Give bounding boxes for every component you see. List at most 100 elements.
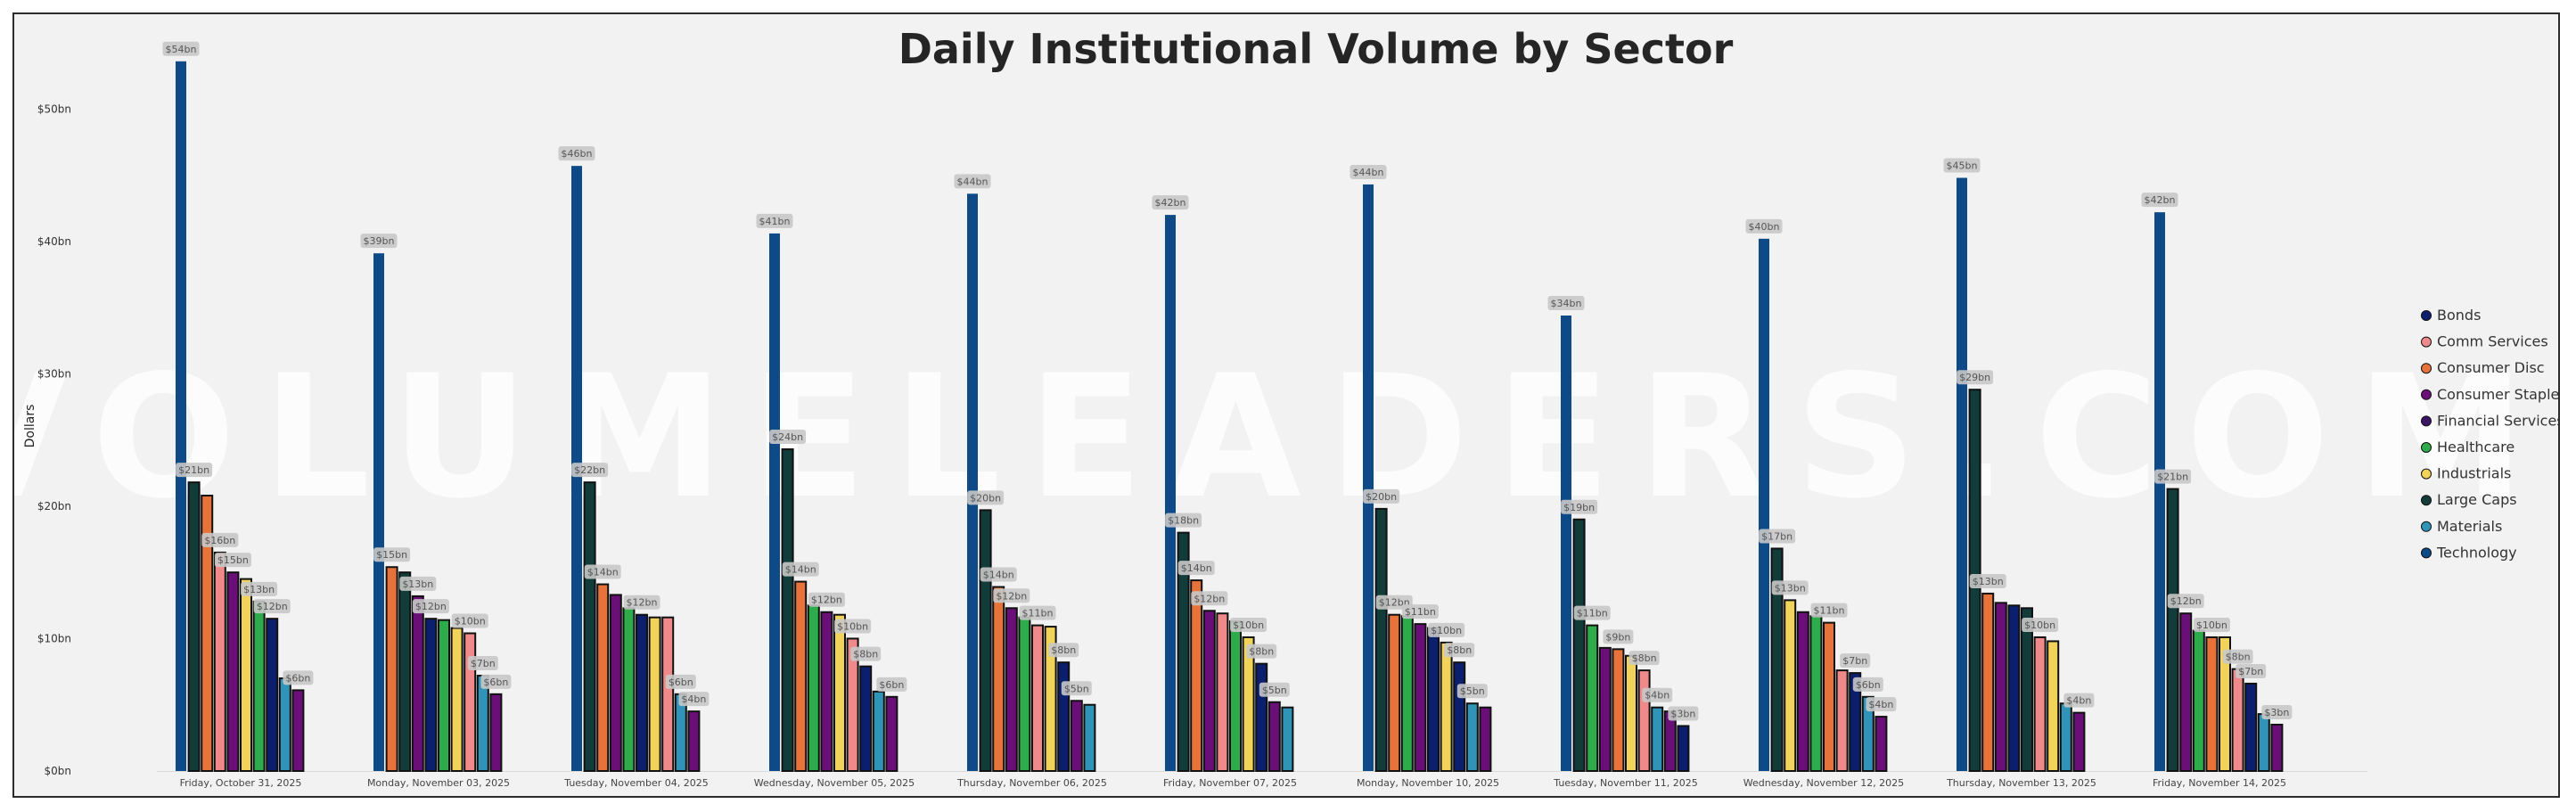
data-label: $6bn <box>483 677 508 688</box>
bar-industrials <box>1440 641 1453 772</box>
data-label-bg <box>756 213 793 228</box>
legend-item-financial-services[interactable]: Financial Services <box>2437 412 2558 429</box>
data-label-bg <box>678 692 710 707</box>
y-tick-label: $30bn <box>37 367 71 380</box>
bar-materials <box>278 677 291 773</box>
chart: VOLUMELEADERS.COM Daily Institutional Vo… <box>14 25 2558 789</box>
data-label-bg <box>2193 617 2230 632</box>
data-label-bg <box>1547 296 1585 311</box>
data-label: $7bn <box>1842 655 1867 667</box>
data-label-bg <box>1840 653 1871 668</box>
data-label-bg <box>467 656 498 671</box>
data-label-bg <box>399 576 437 591</box>
legend-marker <box>2421 389 2432 400</box>
bar-large-caps <box>781 448 794 772</box>
data-label: $3bn <box>1670 708 1695 719</box>
data-label: $7bn <box>471 658 496 669</box>
data-label-bg <box>1401 604 1439 619</box>
data-label: $16bn <box>204 535 235 546</box>
bar-consumer-disc <box>385 566 398 772</box>
chart-title: Daily Institutional Volume by Sector <box>898 25 1734 73</box>
bar-comm-services <box>464 632 477 773</box>
bar-large-caps <box>398 571 412 772</box>
legend-item-bonds[interactable]: Bonds <box>2437 307 2481 324</box>
data-label: $8bn <box>1447 644 1472 656</box>
bar-materials <box>1465 702 1479 772</box>
y-axis-label: Dollars <box>23 405 37 448</box>
bar-technology <box>967 193 978 772</box>
bar-consumer-staples <box>1598 646 1612 772</box>
data-label-bg <box>876 677 907 692</box>
x-tick-label: Wednesday, November 12, 2025 <box>1743 777 1904 789</box>
bar-bonds <box>1427 627 1440 773</box>
bar-consumer-disc <box>1823 621 1835 772</box>
bar-industrials <box>2047 640 2060 773</box>
data-label-bg <box>1428 622 1465 637</box>
data-label-bg <box>214 553 251 568</box>
bar-technology <box>1165 215 1176 772</box>
data-label: $12bn <box>2170 595 2202 607</box>
legend-item-consumer-disc[interactable]: Consumer Disc <box>2437 359 2545 376</box>
data-label: $5bn <box>1262 685 1287 696</box>
bar-consumer-staples <box>489 693 503 772</box>
data-label-bg <box>1061 681 1092 696</box>
bar-technology <box>1363 184 1374 772</box>
data-label-bg <box>1969 573 2006 588</box>
legend-marker <box>2421 468 2432 480</box>
legend-marker <box>2421 415 2432 427</box>
data-label-bg <box>808 592 845 607</box>
bar-consumer-staples <box>1070 700 1083 773</box>
bar-large-caps <box>187 481 201 772</box>
legend-item-healthcare[interactable]: Healthcare <box>2437 439 2514 455</box>
data-label: $12bn <box>627 597 658 609</box>
x-tick-label: Friday, November 14, 2025 <box>2153 777 2286 789</box>
bar-healthcare <box>2192 629 2205 772</box>
data-label: $10bn <box>2196 619 2227 631</box>
bar-healthcare <box>1809 615 1823 773</box>
legend-item-large-caps[interactable]: Large Caps <box>2437 491 2517 508</box>
data-label-bg <box>1165 513 1202 528</box>
data-label-bg <box>782 562 819 577</box>
bar-consumer-staples <box>2179 612 2193 772</box>
data-label: $15bn <box>217 554 249 566</box>
bar-consumer-staples <box>2072 711 2086 773</box>
x-tick-label: Thursday, November 06, 2025 <box>956 777 1107 789</box>
data-label: $6bn <box>1856 679 1881 691</box>
bar-technology <box>373 253 384 772</box>
bar-industrials <box>1044 626 1057 772</box>
data-label-bg <box>1177 561 1215 576</box>
bar-bonds <box>1453 661 1466 773</box>
data-label: $4bn <box>2066 695 2091 707</box>
bar-consumer-disc <box>1388 613 1401 772</box>
legend-item-consumer-staples[interactable]: Consumer Staples <box>2437 386 2558 403</box>
bar-industrials <box>1242 636 1255 773</box>
data-label-bg <box>954 174 991 189</box>
bar-large-caps <box>2021 607 2033 772</box>
data-label-bg <box>967 490 1005 505</box>
legend-marker <box>2421 442 2432 453</box>
data-label: $8bn <box>2226 652 2251 663</box>
bar-healthcare <box>1018 616 1031 772</box>
y-tick-label: $20bn <box>37 500 71 513</box>
legend-item-industrials[interactable]: Industrials <box>2437 465 2511 482</box>
bar-healthcare <box>1400 615 1414 773</box>
y-tick-label: $0bn <box>45 765 72 777</box>
data-label: $8bn <box>1632 652 1657 664</box>
legend-item-materials[interactable]: Materials <box>2437 518 2502 535</box>
bar-consumer-disc <box>2205 636 2219 773</box>
data-label: $24bn <box>772 431 803 443</box>
data-label-bg <box>834 619 872 634</box>
legend-item-technology[interactable]: Technology <box>2436 544 2517 561</box>
bar-consumer-disc <box>1190 579 1203 772</box>
x-tick-label: Thursday, November 13, 2025 <box>1946 777 2096 789</box>
bar-materials <box>872 690 885 773</box>
data-label: $10bn <box>2024 619 2055 631</box>
legend-item-comm-services[interactable]: Comm Services <box>2437 333 2548 350</box>
bar-consumer-staples <box>411 595 424 772</box>
legend-marker <box>2421 547 2432 559</box>
x-tick-label: Wednesday, November 05, 2025 <box>754 777 915 789</box>
data-label: $40bn <box>1749 221 1780 233</box>
data-label-bg <box>1561 499 1598 514</box>
bar-comm-services <box>846 637 859 772</box>
bar-consumer-staples <box>291 689 305 772</box>
